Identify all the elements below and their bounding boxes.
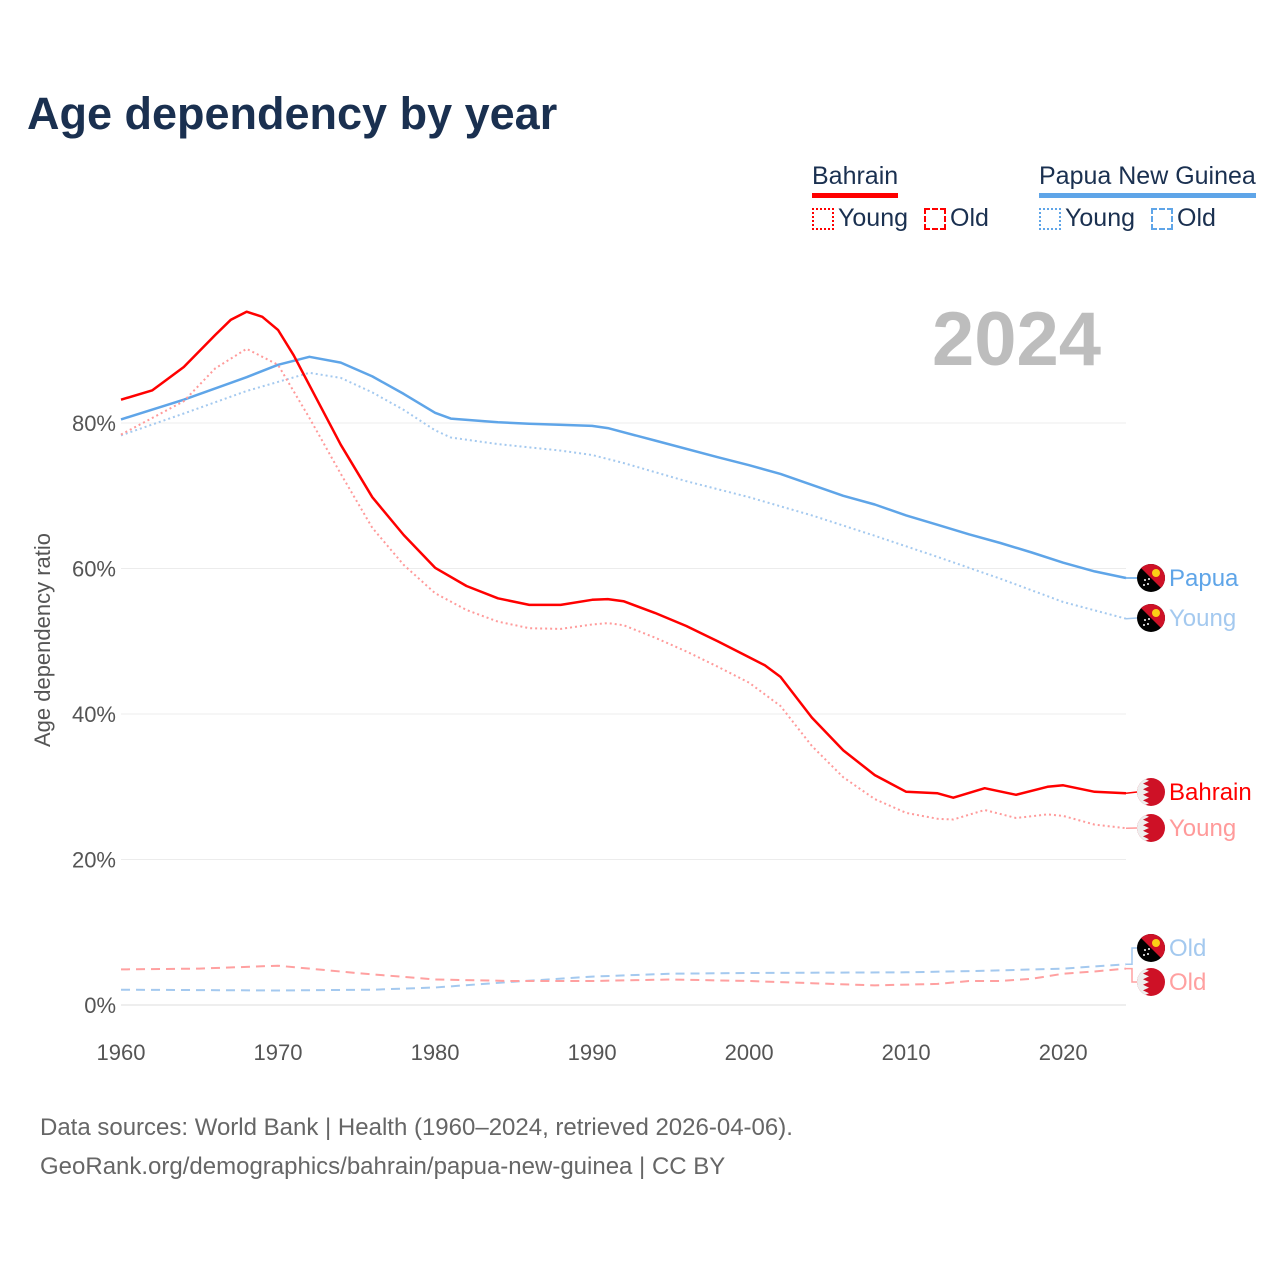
series-line-papua-new-guinea [120,355,1127,580]
y-tick-label: 20% [72,848,116,873]
x-tick-label: 2000 [725,1040,774,1065]
flag-white [1137,968,1149,996]
papua-new-guinea-flag-icon [1137,934,1165,962]
flag-star [1143,624,1145,626]
flag-star [1144,619,1146,621]
legend-label: Old [1177,204,1216,232]
legend-label: Old [950,204,989,232]
dashed-swatch-icon [924,207,946,230]
series-line-bahrain-young [120,347,1127,830]
legend-bahrain: Bahrain Young Old [812,162,989,233]
x-tick-label: 1980 [411,1040,460,1065]
series-line-bahrain-old [120,964,1127,987]
flag-star [1147,583,1149,585]
x-tick-label: 2010 [882,1040,931,1065]
papua-new-guinea-flag-icon [1137,604,1165,632]
end-label: Young [1169,605,1236,632]
end-label: Old [1169,935,1206,962]
current-year-label: 2024 [932,297,1102,382]
y-tick-label: 0% [84,993,116,1018]
papua-new-guinea-flag-icon [1137,564,1165,592]
legend-country-png: Papua New Guinea [1039,162,1256,198]
flag-bird [1152,939,1160,947]
bahrain-flag-icon [1137,778,1165,806]
end-label: Bahrain [1169,779,1252,806]
legend-item-bahrain-old[interactable]: Old [924,204,989,233]
data-source-text: Data sources: World Bank | Health (1960–… [40,1114,793,1141]
dotted-swatch-icon [812,207,834,230]
series-line-papua-new-guinea-old [120,963,1127,992]
legend-item-png-young[interactable]: Young [1039,204,1135,233]
footer: Data sources: World Bank | Health (1960–… [40,1108,793,1186]
x-tick-label: 1960 [97,1040,146,1065]
legend-country-bahrain: Bahrain [812,162,899,198]
end-label: Old [1169,969,1206,996]
end-label: Papua [1169,565,1239,592]
flag-star [1147,953,1149,955]
legend-item-bahrain-young[interactable]: Young [812,204,908,233]
flag-star [1147,623,1149,625]
leader-line [1125,791,1138,795]
flag-bird [1152,609,1160,617]
flag-white [1137,814,1149,842]
y-axis-label: Age dependency ratio [30,533,55,747]
flag-white [1137,778,1149,806]
flag-bird [1152,569,1160,577]
legend-png: Papua New Guinea Young Old [1039,162,1256,233]
y-tick-label: 80% [72,411,116,436]
source-link[interactable]: GeoRank.org/demographics/bahrain/papua-n… [40,1153,726,1180]
leader-line [1126,947,1137,966]
end-label: Young [1169,815,1236,842]
dotted-swatch-icon [1039,207,1061,230]
x-tick-label: 1970 [254,1040,303,1065]
y-tick-label: 40% [72,702,116,727]
flag-star [1143,584,1145,586]
flag-star [1148,618,1150,620]
legend-label: Young [838,204,908,232]
flag-star [1144,579,1146,581]
bahrain-flag-icon [1137,968,1165,996]
legend-label: Young [1065,204,1135,232]
series-line-papua-new-guinea-young [120,371,1127,620]
leader-line [1125,617,1138,620]
flag-star [1148,948,1150,950]
x-tick-label: 2020 [1039,1040,1088,1065]
y-tick-label: 60% [72,557,116,582]
flag-star [1148,578,1150,580]
bahrain-flag-icon [1137,814,1165,842]
flag-star [1144,949,1146,951]
x-tick-label: 1990 [568,1040,617,1065]
chart-title: Age dependency by year [27,88,558,139]
legend-item-png-old[interactable]: Old [1151,204,1216,233]
dashed-swatch-icon [1151,207,1173,230]
flag-star [1143,954,1145,956]
series-line-bahrain [120,310,1127,799]
leader-line [1126,967,1137,983]
